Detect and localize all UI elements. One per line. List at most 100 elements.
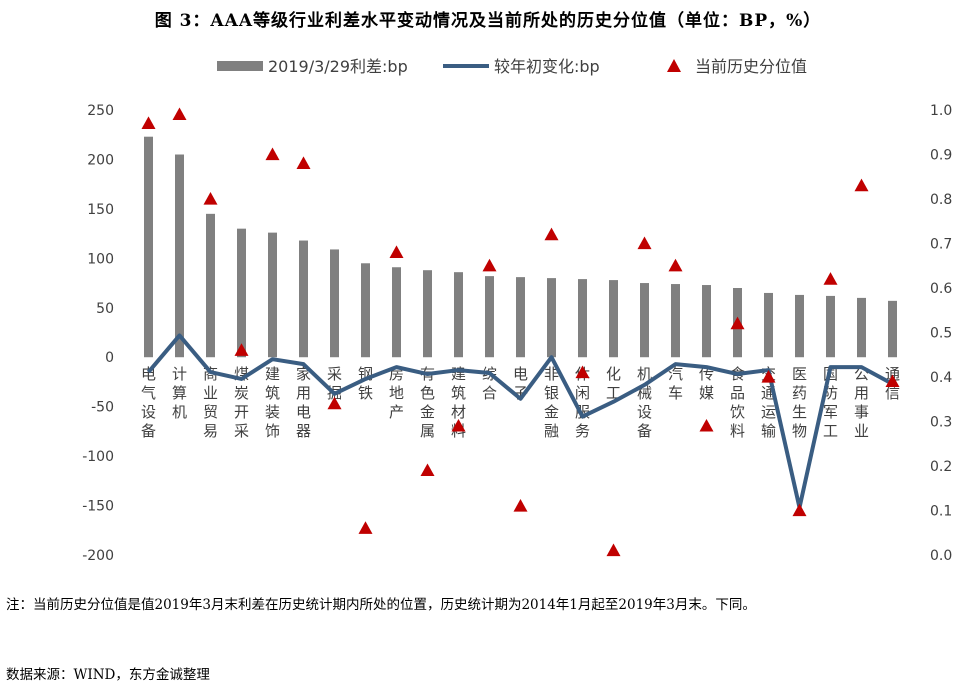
triangle-marker [606,543,621,557]
x-tick-label: 食品饮料 [730,365,745,440]
triangle-marker [482,258,497,272]
left-tick-label: 250 [87,103,114,119]
x-tick-label: 传媒 [699,365,714,402]
legend-label: 2019/3/29利差:bp [268,57,408,76]
x-tick-label: 公用事业 [854,365,869,440]
bar [857,297,866,358]
bar [764,292,773,358]
bar [795,294,804,358]
bar [671,284,680,358]
left-tick-label: -100 [82,449,114,465]
x-tick-label: 国防军工 [823,365,838,440]
x-tick-label: 采掘 [327,365,342,402]
x-tick-label: 计算机 [172,365,187,421]
legend: 2019/3/29利差:bp 较年初变化:bp 当前历史分位值 [217,57,807,76]
series-line [146,333,894,510]
left-tick-label: 200 [87,152,114,168]
legend-swatch-marker [667,59,681,72]
bar [268,232,277,358]
bar [330,249,339,358]
left-tick-label: 50 [96,301,114,317]
right-tick-label: 0.4 [930,370,952,386]
line-series [146,333,894,510]
right-tick-label: 0.8 [930,192,952,208]
chart-title: 图 3：AAA等级行业利差水平变动情况及当前所处的历史分位值（单位：BP，%） [154,11,822,31]
x-tick-label: 商业贸易 [203,365,218,440]
left-tick-label: -200 [82,548,114,564]
legend-swatch-bar [217,61,263,71]
right-tick-label: 0.6 [930,281,952,297]
left-tick-label: -150 [82,499,114,515]
triangle-marker [141,116,156,129]
left-tick-label: -50 [91,400,114,416]
triangle-marker [792,503,807,517]
x-tick-label: 通信 [885,365,900,402]
right-tick-label: 0.1 [930,504,952,520]
x-axis-labels: 电气设备计算机商业贸易煤炭开采建筑装饰家用电器采掘钢铁房地产有色金属建筑材料综合… [141,365,900,440]
bar [423,270,432,358]
bar [206,213,215,358]
triangle-marker [327,396,342,410]
triangle-marker [389,245,404,258]
chart: 2019/3/29利差:bp 较年初变化:bp 当前历史分位值 -200 -150 -1… [82,57,952,564]
right-tick-label: 0.2 [930,459,952,475]
left-tick-label: 150 [87,202,114,218]
x-tick-label: 家用电器 [296,365,311,440]
x-tick-label: 机械设备 [637,365,652,440]
x-tick-label: 有色金属 [420,365,435,440]
triangle-marker [420,463,435,477]
triangle-marker [668,258,683,272]
x-tick-label: 医药生物 [792,365,807,440]
right-tick-label: 1.0 [930,103,952,119]
bar [826,295,835,358]
triangle-marker [544,227,559,241]
bar [640,283,649,358]
bar-series [144,136,897,358]
bar [547,278,556,358]
bar [609,280,618,358]
left-tick-label: 0 [105,350,114,366]
triangle-marker [296,156,311,169]
right-tick-label: 0.7 [930,237,952,253]
bar [578,279,587,358]
right-tick-label: 0.5 [930,326,952,342]
chart-note: 注：当前历史分位值是值2019年3月末利差在历史统计期内所处的位置，历史统计期为… [6,597,756,613]
triangle-marker [637,236,652,250]
bar [299,240,308,358]
triangle-marker [823,272,838,285]
x-tick-label: 汽车 [668,365,683,402]
legend-label: 当前历史分位值 [695,57,807,76]
bar [392,267,401,358]
left-tick-label: 100 [87,251,114,267]
triangle-marker [265,147,280,161]
legend-label: 较年初变化:bp [494,57,600,76]
triangle-marker [513,499,528,512]
bar [237,228,246,358]
x-tick-label: 房地产 [389,365,404,421]
data-source: 数据来源：WIND，东方金诚整理 [6,667,210,683]
right-tick-label: 0.9 [930,148,952,164]
triangle-marker [451,418,466,432]
triangle-marker [172,107,187,121]
bar [888,300,897,358]
bar [516,277,525,358]
x-tick-label: 非银金融 [544,365,559,440]
triangle-marker [358,521,373,534]
bar [144,136,153,358]
triangle-marker [203,192,218,205]
triangle-marker [234,343,249,356]
triangle-marker [885,374,900,388]
right-tick-label: 0.3 [930,415,952,431]
triangle-marker [730,316,745,330]
left-axis: -200 -150 -100 -50 0 50 100 150 200 250 [82,103,114,564]
bar [175,154,184,358]
right-axis: 0.0 0.1 0.2 0.3 0.4 0.5 0.6 0.7 0.8 0.9 1.0 [930,103,952,564]
bar [485,276,494,358]
bar [454,272,463,358]
x-tick-label: 建筑装饰 [265,365,280,440]
marker-series [141,107,900,557]
right-tick-label: 0.0 [930,548,952,564]
bar [702,285,711,358]
triangle-marker [575,365,590,379]
x-tick-label: 钢铁 [358,365,373,402]
